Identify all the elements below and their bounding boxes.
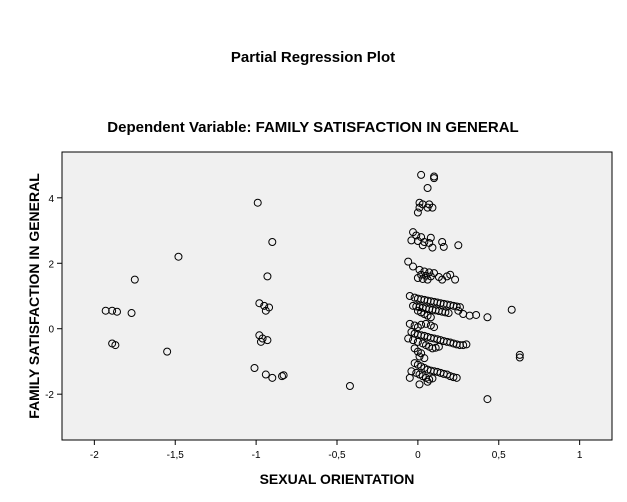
data-point xyxy=(451,275,460,284)
data-point xyxy=(415,265,424,274)
data-point xyxy=(409,336,418,345)
data-point xyxy=(415,203,424,212)
data-point xyxy=(278,372,286,381)
y-tick-label: -2 xyxy=(45,390,54,401)
data-point xyxy=(418,274,427,283)
chart-subtitle: Dependent Variable: FAMILY SATISFACTION … xyxy=(107,119,518,136)
data-point xyxy=(268,373,277,382)
x-axis-label: SEXUAL ORIENTATION xyxy=(260,471,415,487)
data-point xyxy=(415,380,424,389)
data-point xyxy=(455,303,464,312)
data-point xyxy=(423,184,432,192)
data-point xyxy=(462,340,471,349)
data-point xyxy=(438,275,447,284)
data-point xyxy=(404,257,413,266)
x-tick-label: -2 xyxy=(90,450,99,461)
data-point xyxy=(279,371,288,380)
data-point xyxy=(405,319,414,328)
y-tick-label: 0 xyxy=(48,325,54,336)
data-point xyxy=(425,375,434,384)
data-point xyxy=(430,174,439,183)
y-tick-label: 4 xyxy=(48,194,54,205)
data-point xyxy=(441,308,450,317)
data-point xyxy=(256,337,265,346)
data-point xyxy=(483,313,492,322)
data-point xyxy=(423,203,432,212)
chart-title: Partial Regression Plot xyxy=(231,49,395,66)
data-point xyxy=(420,354,429,363)
data-point xyxy=(438,238,447,246)
y-axis-ticks: -2 0 2 4 xyxy=(45,194,62,401)
data-point xyxy=(483,395,492,404)
data-point xyxy=(426,313,435,322)
data-point xyxy=(472,310,481,319)
y-tick-label: 2 xyxy=(48,259,54,270)
data-point xyxy=(418,241,427,250)
x-tick-label: 0,5 xyxy=(492,450,506,461)
data-point xyxy=(261,370,270,379)
data-point xyxy=(415,352,424,361)
data-point xyxy=(515,353,524,362)
data-point xyxy=(413,337,422,346)
plot-area xyxy=(61,151,613,441)
data-point xyxy=(446,270,455,279)
data-point xyxy=(405,373,414,382)
data-point xyxy=(452,373,461,382)
data-point xyxy=(268,238,277,246)
data-point xyxy=(428,243,437,252)
data-point xyxy=(439,242,448,251)
x-tick-label: -1 xyxy=(252,450,261,461)
data-point xyxy=(250,364,259,372)
data-point xyxy=(413,208,422,217)
data-point xyxy=(423,275,432,284)
data-point xyxy=(417,170,426,179)
data-point xyxy=(449,373,458,382)
data-point xyxy=(430,323,439,332)
data-point xyxy=(423,377,432,386)
data-point xyxy=(434,342,443,351)
data-point xyxy=(459,341,468,350)
x-axis-ticks: -2 -1,5 -1 -0,5 0 0,5 1 xyxy=(90,440,583,461)
data-point xyxy=(263,272,272,281)
data-point xyxy=(345,382,354,390)
data-point xyxy=(127,309,136,318)
x-tick-label: -1,5 xyxy=(167,450,185,461)
data-point xyxy=(413,274,422,282)
x-tick-label: 1 xyxy=(577,450,583,461)
data-point xyxy=(405,292,414,300)
y-axis-label: FAMILY SATISFACTION IN GENERAL xyxy=(26,173,42,419)
data-point xyxy=(452,302,461,311)
data-point xyxy=(431,343,440,352)
data-point xyxy=(113,307,121,316)
data-point xyxy=(515,350,524,359)
data-point xyxy=(454,241,463,250)
data-point xyxy=(412,231,421,240)
data-point xyxy=(260,301,269,310)
data-point xyxy=(101,306,110,315)
data-point xyxy=(507,305,516,314)
data-point xyxy=(261,306,270,315)
data-point xyxy=(163,347,172,356)
data-point xyxy=(174,252,183,261)
x-tick-label: 0 xyxy=(415,450,421,461)
data-point xyxy=(417,320,426,329)
data-points xyxy=(101,170,524,404)
data-point xyxy=(111,341,120,350)
data-point xyxy=(421,319,430,328)
data-point xyxy=(255,299,264,308)
data-point xyxy=(253,198,262,207)
data-point xyxy=(130,275,139,284)
data-point xyxy=(409,262,418,271)
data-point xyxy=(404,334,413,343)
x-tick-label: -0,5 xyxy=(328,450,346,461)
data-point xyxy=(428,203,437,212)
data-point xyxy=(426,233,435,242)
data-point xyxy=(444,309,453,318)
data-point xyxy=(108,306,117,315)
